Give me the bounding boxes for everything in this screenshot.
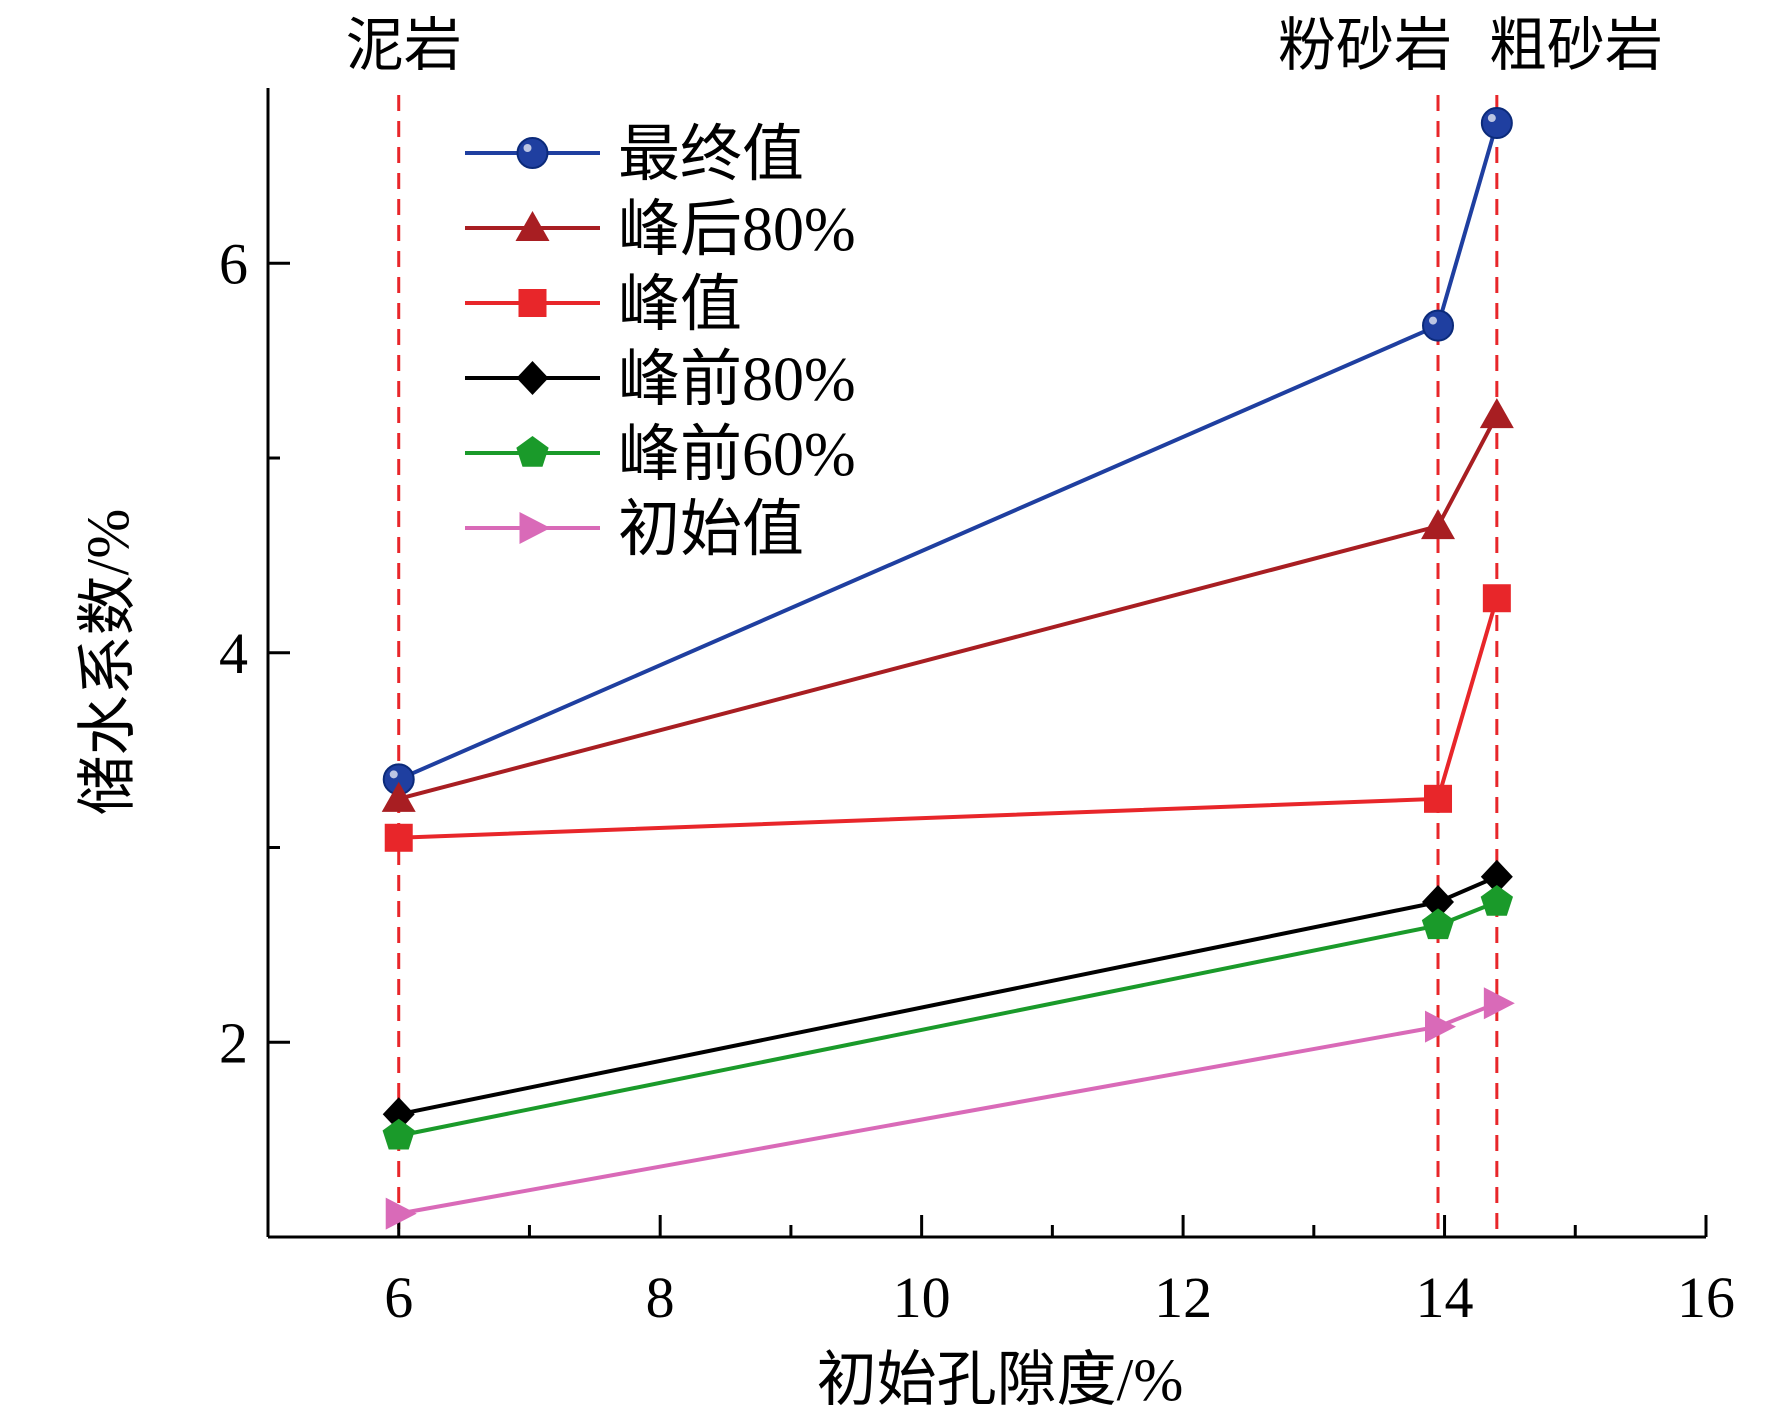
data-point-triangle-right (1484, 987, 1515, 1019)
series-line (399, 877, 1497, 1115)
x-tick-label: 6 (384, 1265, 413, 1330)
legend-label: 初始值 (618, 496, 804, 564)
legend-item: 峰前80% (465, 346, 856, 414)
data-point-triangle-right (386, 1198, 417, 1230)
axes (268, 88, 1706, 1237)
data-point-triangle-right (1425, 1011, 1456, 1043)
series-triangle-up (382, 398, 1514, 812)
legend-item: 峰后80% (465, 196, 856, 264)
legend-item: 最终值 (465, 121, 804, 189)
series-diamond (383, 860, 1513, 1132)
y-tick-label: 2 (219, 1010, 248, 1075)
legend-label: 峰前80% (618, 346, 856, 414)
data-point-square (1424, 785, 1452, 813)
legend-label: 峰后80% (618, 196, 856, 264)
data-point-pentagon (1481, 885, 1513, 916)
data-point-pentagon (516, 436, 548, 467)
data-point-highlight (1488, 114, 1496, 122)
y-tick-label: 4 (219, 621, 248, 686)
data-point-pentagon (1422, 908, 1454, 939)
legend-label: 最终值 (618, 121, 804, 189)
rock-type-labels: 泥岩 粉砂岩 粗砂岩 (346, 13, 1663, 78)
legend-label: 峰值 (618, 271, 742, 339)
data-point-circle (1482, 108, 1512, 138)
data-point-square (385, 824, 413, 852)
data-point-circle (518, 138, 548, 168)
data-point-highlight (524, 144, 532, 152)
data-point-triangle (1480, 398, 1514, 428)
data-point-triangle-right (520, 512, 551, 544)
series-line (399, 598, 1497, 838)
x-tick-label: 16 (1677, 1265, 1735, 1330)
y-axis-label: 储水系数/% (75, 509, 141, 816)
legend-item: 峰前60% (465, 421, 856, 489)
series-square (385, 584, 1511, 852)
x-axis-ticks: 6 8 10 12 14 16 (384, 1215, 1735, 1330)
rock-type-divider-lines (399, 95, 1497, 1237)
legend-item: 峰值 (465, 271, 742, 339)
data-point-square (1483, 584, 1511, 612)
series-line (399, 1003, 1497, 1213)
data-point-pentagon (383, 1119, 415, 1150)
data-point-square (519, 289, 547, 317)
legend-item: 初始值 (465, 496, 804, 564)
x-axis-label: 初始孔隙度/% (817, 1347, 1184, 1413)
data-point-highlight (1429, 317, 1437, 325)
series-line (399, 415, 1497, 799)
rock-type-label: 粉砂岩 (1278, 13, 1452, 78)
series-pentagon (383, 885, 1513, 1149)
data-point-circle (1423, 311, 1453, 341)
legend-label: 峰前60% (618, 421, 856, 489)
x-tick-label: 10 (893, 1265, 951, 1330)
data-point-triangle (1421, 509, 1455, 539)
x-tick-label: 8 (646, 1265, 675, 1330)
x-tick-label: 14 (1416, 1265, 1474, 1330)
data-point-highlight (390, 770, 398, 778)
x-tick-label: 12 (1154, 1265, 1212, 1330)
chart: 泥岩 粉砂岩 粗砂岩 6 8 10 12 14 16 2 4 6 最终值峰后80% 峰值峰前80% 峰… (0, 0, 1771, 1419)
y-axis-ticks: 2 4 6 (219, 231, 290, 1075)
y-tick-label: 6 (219, 231, 248, 296)
rock-type-label: 泥岩 (346, 13, 462, 78)
rock-type-label: 粗砂岩 (1489, 13, 1663, 78)
data-point-diamond (517, 361, 549, 395)
series-group (382, 108, 1515, 1230)
series-line (399, 902, 1497, 1136)
